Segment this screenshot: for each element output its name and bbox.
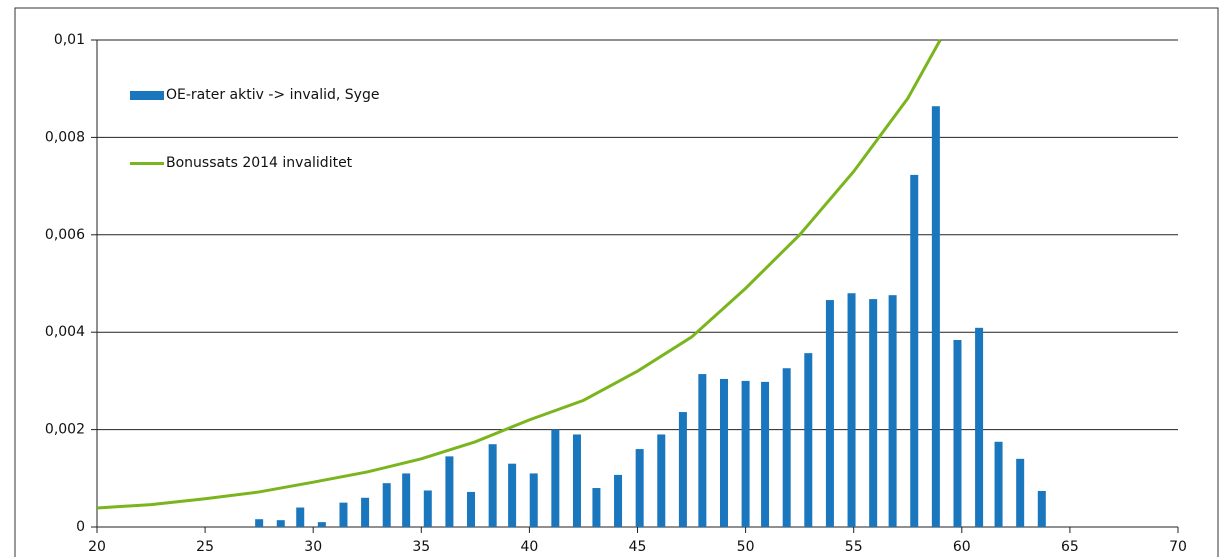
bar: [678, 412, 687, 527]
bar: [488, 444, 497, 527]
legend: OE-rater aktiv -> invalid, Syge Bonussats…: [130, 86, 379, 222]
bar: [910, 174, 919, 528]
x-tick-label: 45: [629, 539, 647, 555]
x-tick-label: 40: [520, 539, 538, 555]
legend-label: OE-rater aktiv -> invalid, Syge: [166, 87, 380, 103]
bar: [614, 474, 623, 527]
bar: [592, 488, 601, 527]
bar: [825, 300, 834, 527]
bar: [572, 434, 581, 527]
bar: [339, 502, 348, 527]
bar: [994, 441, 1003, 527]
bar: [975, 327, 984, 527]
bar: [931, 106, 940, 528]
bar: [869, 299, 878, 527]
bar: [551, 429, 560, 527]
y-tick-label: 0,006: [45, 227, 85, 243]
x-tick-label: 30: [304, 539, 322, 555]
bar: [317, 522, 326, 527]
y-tick-label: 0,01: [54, 32, 85, 48]
y-tick-label: 0,002: [45, 422, 85, 438]
x-tick-label: 65: [1061, 539, 1079, 555]
bar: [296, 507, 305, 527]
bar: [423, 490, 432, 527]
bar: [719, 378, 728, 527]
legend-swatch: [130, 162, 164, 165]
bar: [782, 368, 791, 527]
bar: [467, 491, 476, 527]
bar: [361, 497, 370, 527]
bar: [635, 449, 644, 527]
line: [97, 39, 942, 510]
bar: [508, 463, 517, 527]
bar: [1037, 490, 1046, 527]
x-tick-label: 25: [196, 539, 214, 555]
bar: [382, 483, 391, 527]
bar: [888, 295, 897, 527]
x-tick-label: 60: [953, 539, 971, 555]
legend-item: Bonussats 2014 invaliditet: [130, 154, 379, 172]
bar: [847, 293, 856, 527]
bar: [402, 473, 411, 527]
bar: [953, 339, 962, 527]
bar: [445, 456, 454, 527]
x-tick-label: 20: [88, 539, 106, 555]
frame: [14, 7, 1219, 557]
y-tick-label: 0,004: [45, 324, 85, 340]
x-tick-label: 50: [737, 539, 755, 555]
bar: [255, 519, 264, 527]
x-tick-label: 35: [412, 539, 430, 555]
x-tick-label: 55: [845, 539, 863, 555]
legend-item: OE-rater aktiv -> invalid, Syge: [130, 86, 379, 104]
bar: [1016, 458, 1025, 527]
bar: [698, 374, 707, 527]
legend-label: Bonussats 2014 invaliditet: [166, 155, 353, 171]
legend-swatch: [130, 91, 164, 100]
y-tick-label: 0,008: [45, 129, 85, 145]
bar: [657, 434, 666, 527]
y-tick-label: 0: [76, 519, 85, 535]
bar: [761, 381, 770, 527]
bar: [804, 353, 813, 527]
x-tick-label: 70: [1169, 539, 1187, 555]
bar: [529, 473, 538, 527]
bar: [276, 520, 285, 527]
bar: [741, 380, 750, 527]
